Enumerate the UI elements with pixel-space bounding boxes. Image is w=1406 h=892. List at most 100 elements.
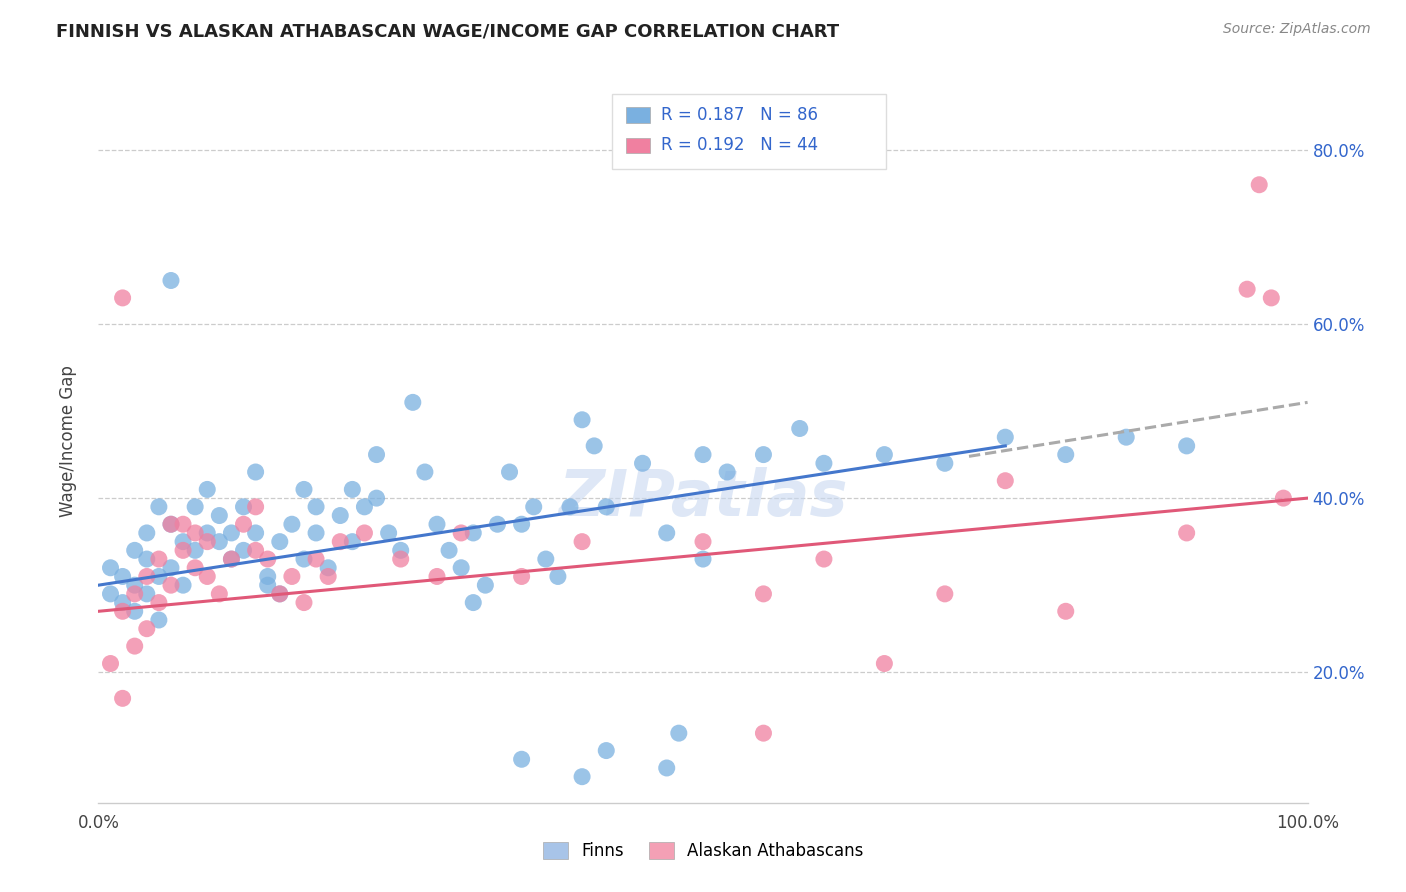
Point — [631, 456, 654, 470]
Point — [245, 543, 267, 558]
Point — [135, 552, 157, 566]
Point — [873, 448, 896, 462]
Point — [148, 613, 170, 627]
Point — [232, 543, 254, 558]
Point — [934, 456, 956, 470]
Point — [172, 517, 194, 532]
Point — [135, 622, 157, 636]
Point — [389, 543, 412, 558]
Legend: Finns, Alaskan Athabascans: Finns, Alaskan Athabascans — [536, 835, 870, 867]
Point — [245, 465, 267, 479]
Point — [342, 534, 364, 549]
Point — [571, 770, 593, 784]
Point — [668, 726, 690, 740]
Point — [172, 578, 194, 592]
Point — [148, 569, 170, 583]
Point — [1175, 439, 1198, 453]
Point — [450, 525, 472, 540]
Point — [269, 587, 291, 601]
Point — [195, 525, 218, 540]
Point — [474, 578, 496, 592]
Point — [716, 465, 738, 479]
Point — [353, 500, 375, 514]
Point — [124, 587, 146, 601]
Point — [426, 517, 449, 532]
Point — [402, 395, 425, 409]
Point — [426, 569, 449, 583]
Point — [256, 569, 278, 583]
Point — [342, 483, 364, 497]
Point — [595, 743, 617, 757]
Point — [510, 569, 533, 583]
Point — [523, 500, 546, 514]
Point — [994, 430, 1017, 444]
Point — [245, 500, 267, 514]
Point — [269, 534, 291, 549]
Point — [463, 525, 485, 540]
Point — [571, 413, 593, 427]
Point — [316, 561, 339, 575]
Point — [1249, 178, 1271, 192]
Point — [208, 587, 231, 601]
Text: ZIPatlas: ZIPatlas — [558, 467, 848, 529]
Point — [752, 448, 775, 462]
Point — [752, 587, 775, 601]
Point — [292, 552, 315, 566]
Point — [305, 525, 328, 540]
Point — [292, 483, 315, 497]
Point — [232, 500, 254, 514]
Point — [269, 587, 291, 601]
Point — [281, 517, 304, 532]
Point — [124, 639, 146, 653]
Point — [353, 525, 375, 540]
Point — [1236, 282, 1258, 296]
Point — [692, 448, 714, 462]
Point — [256, 578, 278, 592]
Point — [510, 752, 533, 766]
Point — [208, 508, 231, 523]
Point — [184, 543, 207, 558]
Point — [111, 691, 134, 706]
Point — [172, 543, 194, 558]
Point — [232, 517, 254, 532]
Point — [100, 561, 122, 575]
Point — [510, 517, 533, 532]
Point — [329, 508, 352, 523]
Point — [281, 569, 304, 583]
Point — [305, 500, 328, 514]
Point — [148, 552, 170, 566]
Point — [1272, 491, 1295, 505]
Point — [160, 517, 183, 532]
Point — [1260, 291, 1282, 305]
Point — [221, 552, 243, 566]
Point — [377, 525, 399, 540]
Point — [329, 534, 352, 549]
Point — [994, 474, 1017, 488]
Point — [111, 291, 134, 305]
Point — [256, 552, 278, 566]
Point — [111, 604, 134, 618]
Point — [366, 448, 388, 462]
Point — [1175, 525, 1198, 540]
Point — [873, 657, 896, 671]
Point — [1115, 430, 1137, 444]
Point — [389, 552, 412, 566]
Point — [583, 439, 606, 453]
Point — [655, 761, 678, 775]
Point — [534, 552, 557, 566]
Point — [221, 525, 243, 540]
Point — [148, 500, 170, 514]
Y-axis label: Wage/Income Gap: Wage/Income Gap — [59, 366, 77, 517]
Point — [124, 578, 146, 592]
Point — [692, 552, 714, 566]
Point — [316, 569, 339, 583]
Point — [160, 517, 183, 532]
Text: R = 0.187   N = 86: R = 0.187 N = 86 — [661, 106, 818, 124]
Point — [160, 561, 183, 575]
Point — [498, 465, 520, 479]
Point — [195, 534, 218, 549]
Point — [208, 534, 231, 549]
Point — [124, 543, 146, 558]
Point — [463, 596, 485, 610]
Point — [450, 561, 472, 575]
